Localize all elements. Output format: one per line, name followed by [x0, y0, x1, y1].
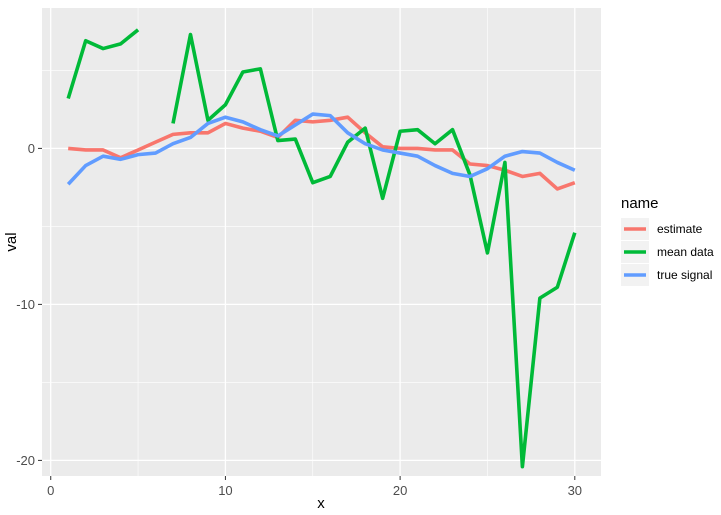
x-tick-label: 0: [47, 483, 54, 498]
y-axis: 0 -10 -20: [16, 141, 42, 468]
x-tick-label: 20: [393, 483, 407, 498]
x-tick-label: 10: [218, 483, 232, 498]
y-tick-label: 0: [28, 141, 35, 156]
major-gridlines: [42, 8, 601, 476]
x-axis-title: x: [317, 495, 325, 512]
y-tick-label: -10: [16, 297, 35, 312]
legend-title: name: [621, 195, 659, 212]
series-line-true-signal: [66, 112, 576, 186]
data-series: [66, 28, 577, 469]
legend-label: estimate: [657, 222, 703, 236]
y-tick-label: -20: [16, 453, 35, 468]
legend-label: true signal: [657, 268, 712, 282]
y-axis-title: val: [3, 232, 20, 251]
series-line-mean-data: [66, 28, 577, 469]
legend-label: mean data: [657, 245, 714, 259]
x-tick-label: 30: [568, 483, 582, 498]
legend: name estimate mean data true signal: [621, 195, 714, 286]
x-axis: 0 10 20 30: [47, 476, 582, 498]
minor-gridlines: [42, 8, 601, 476]
